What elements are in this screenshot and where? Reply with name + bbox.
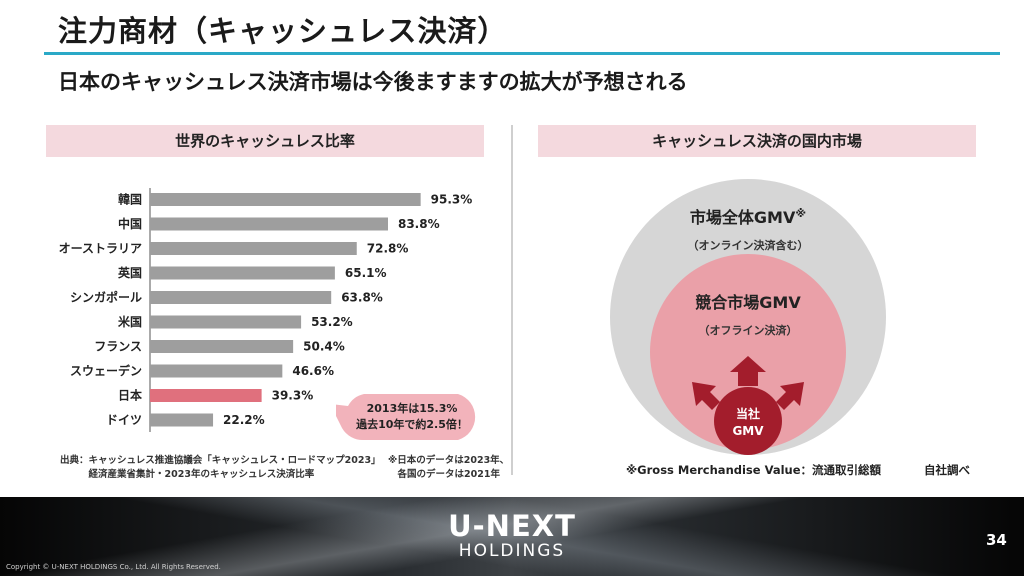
total-market-title: 市場全体GMV※	[690, 207, 806, 227]
bar	[150, 217, 388, 231]
value-label: 63.8%	[341, 291, 383, 305]
japan-data-note: ※日本のデータは2023年、 各国のデータは2021年	[388, 455, 510, 480]
bar	[150, 291, 332, 304]
page-number: 34	[986, 531, 1007, 549]
value-label: 72.8%	[367, 242, 409, 256]
slide-title: 注力商材（キャッシュレス決済）	[58, 14, 508, 48]
competitive-market-subtitle: （オフライン決済）	[699, 323, 798, 337]
value-label: 95.3%	[431, 193, 473, 207]
value-label: 65.1%	[345, 266, 387, 280]
arrow-up-left-icon	[692, 382, 720, 410]
category-label: シンガポール	[70, 290, 142, 305]
category-label: スウェーデン	[70, 363, 142, 378]
market-circles-diagram: 市場全体GMV※ （オンライン決済含む） 競合市場GMV （オフライン決済） 当…	[610, 179, 886, 455]
competitive-market-title: 競合市場GMV	[695, 293, 801, 312]
footer-light-effect	[0, 497, 1024, 576]
value-label: 22.2%	[223, 413, 265, 427]
bar	[150, 340, 294, 353]
bar	[150, 193, 421, 206]
source-note: 出典：キャッシュレス推進協議会「キャッシュレス・ロードマップ2023」 経済産業…	[60, 455, 381, 480]
category-label: 米国	[118, 314, 142, 329]
company-gmv-line-1: 当社	[736, 406, 760, 421]
cashless-ratio-bar-chart: 韓国 95.3% 中国 83.8% オーストラリア 72.8% 英国 65.1% シンガポール 6…	[59, 188, 473, 432]
callout-line-1: 2013年は15.3%	[367, 401, 458, 415]
category-label: 日本	[118, 388, 142, 403]
company-logo: U-NEXT	[448, 509, 576, 543]
company-gmv-circle	[714, 387, 782, 455]
company-logo-subtitle: HOLDINGS	[458, 541, 566, 561]
bar	[150, 242, 357, 255]
bar	[150, 364, 283, 378]
own-research-note: 自社調べ	[924, 463, 970, 477]
value-label: 50.4%	[303, 340, 345, 354]
category-label: 英国	[118, 265, 142, 280]
gmv-definition-note: ※Gross Merchandise Value：流通取引総額	[626, 463, 882, 477]
copyright-text: Copyright © U-NEXT HOLDINGS Co., Ltd. Al…	[6, 563, 221, 571]
callout-bubble: 2013年は15.3% 過去10年で約2.5倍！	[336, 394, 476, 441]
value-label: 46.6%	[292, 364, 334, 378]
value-label: 39.3%	[272, 389, 314, 403]
right-panel-title: キャッシュレス決済の国内市場	[538, 125, 976, 157]
total-market-subtitle: （オンライン決済含む）	[688, 238, 809, 252]
panel-divider	[511, 125, 513, 475]
arrow-up-icon	[730, 356, 766, 386]
value-label: 53.2%	[311, 315, 353, 329]
category-label: 韓国	[118, 192, 142, 207]
footer-band	[0, 497, 1024, 576]
bar	[150, 413, 214, 427]
category-label: オーストラリア	[59, 242, 142, 256]
category-label: フランス	[94, 340, 142, 354]
company-gmv-line-2: GMV	[732, 424, 764, 438]
growth-arrows	[692, 356, 804, 410]
bar	[150, 266, 335, 280]
callout-shape	[336, 394, 476, 441]
bar	[150, 389, 262, 402]
category-label: 中国	[118, 216, 142, 231]
arrow-up-right-icon	[776, 382, 804, 410]
value-label: 83.8%	[398, 217, 440, 231]
title-underline	[44, 52, 1000, 55]
left-panel-title: 世界のキャッシュレス比率	[46, 125, 484, 157]
category-label: ドイツ	[106, 413, 142, 427]
bar	[150, 315, 302, 329]
callout-line-2: 過去10年で約2.5倍！	[355, 417, 468, 431]
slide-subtitle: 日本のキャッシュレス決済市場は今後ますますの拡大が予想される	[58, 70, 688, 94]
